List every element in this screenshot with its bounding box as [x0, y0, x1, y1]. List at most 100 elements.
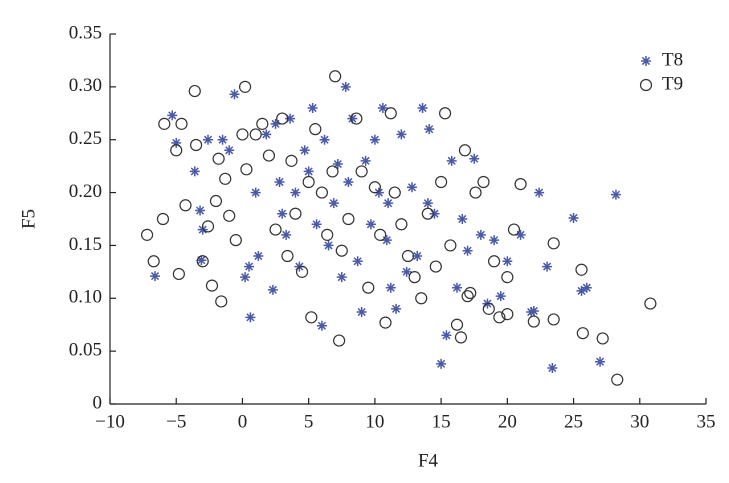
point	[329, 70, 342, 83]
point	[172, 267, 185, 281]
point	[469, 186, 482, 199]
point	[507, 223, 521, 236]
point	[249, 128, 262, 141]
point	[196, 255, 207, 266]
point	[356, 307, 367, 318]
point	[333, 334, 346, 347]
point	[458, 144, 472, 157]
point	[326, 165, 339, 178]
point	[384, 107, 397, 120]
point	[388, 186, 401, 199]
point	[595, 356, 606, 367]
point	[435, 175, 448, 189]
point	[515, 229, 526, 240]
point	[547, 313, 560, 326]
x-tick-label: 0	[238, 411, 248, 432]
point	[189, 138, 203, 152]
point	[303, 166, 314, 177]
x-tick-label: −5	[166, 411, 186, 432]
point	[527, 315, 540, 328]
point	[379, 316, 392, 329]
point	[514, 178, 527, 191]
point	[444, 239, 457, 252]
point	[429, 208, 440, 219]
point	[311, 219, 322, 230]
point	[395, 218, 408, 231]
point	[261, 129, 272, 140]
point	[290, 187, 301, 198]
x-tick-label: 5	[304, 411, 314, 432]
point	[526, 307, 537, 318]
point	[360, 155, 371, 166]
y-tick-label: 0.15	[69, 234, 102, 255]
point	[205, 279, 219, 292]
point	[147, 255, 160, 268]
point	[396, 129, 407, 140]
point	[362, 281, 375, 294]
point	[323, 240, 334, 251]
x-tick-label: 25	[564, 411, 583, 432]
point	[281, 249, 294, 263]
point	[365, 219, 376, 230]
x-tick-label: 30	[630, 411, 649, 432]
point	[576, 327, 589, 340]
point	[289, 207, 302, 220]
point	[328, 198, 339, 209]
point	[201, 220, 215, 233]
point	[438, 107, 452, 120]
point	[373, 187, 384, 198]
legend-label: T8	[662, 49, 683, 70]
y-tick-label: 0.25	[69, 128, 102, 149]
point	[253, 251, 264, 261]
point	[217, 134, 228, 145]
point	[568, 212, 579, 223]
point	[316, 320, 327, 331]
legend-marker	[639, 78, 653, 92]
point	[276, 112, 289, 125]
point	[542, 261, 553, 272]
point	[417, 103, 428, 113]
point	[408, 271, 421, 284]
y-tick-label: 0.20	[69, 181, 102, 202]
point	[424, 124, 435, 135]
point	[441, 330, 452, 341]
point	[502, 256, 513, 267]
point	[175, 117, 188, 130]
point	[140, 228, 154, 241]
point	[150, 271, 161, 282]
point	[307, 103, 318, 113]
point	[171, 137, 182, 148]
point	[422, 198, 433, 209]
point	[240, 272, 251, 283]
point	[167, 110, 178, 121]
x-tick-label: 20	[498, 411, 517, 432]
point	[170, 144, 183, 157]
point	[267, 284, 278, 295]
point	[219, 172, 232, 185]
point	[299, 145, 310, 156]
point	[256, 117, 269, 130]
point	[644, 297, 657, 310]
point	[487, 255, 501, 268]
point	[355, 165, 368, 178]
point	[450, 318, 464, 331]
point	[401, 249, 415, 263]
point	[436, 358, 447, 369]
point	[352, 256, 363, 267]
point	[285, 154, 298, 167]
point	[156, 212, 170, 226]
point	[319, 134, 330, 145]
point	[236, 128, 249, 141]
legend-label: T9	[662, 73, 683, 94]
y-tick-label: 0.30	[69, 75, 102, 96]
point	[412, 251, 423, 261]
point	[336, 272, 347, 283]
point	[454, 331, 468, 344]
point	[332, 159, 343, 170]
point	[421, 207, 434, 220]
x-tick-label: 10	[365, 411, 384, 432]
point	[342, 212, 355, 226]
point	[158, 117, 171, 130]
point	[611, 373, 624, 386]
point	[493, 311, 506, 324]
